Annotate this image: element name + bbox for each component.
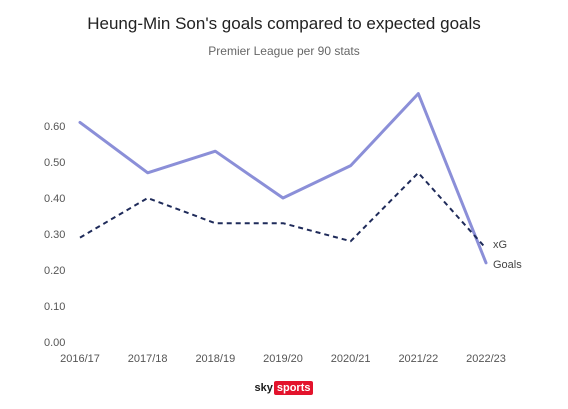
y-tick-label: 0.40 [44,193,65,205]
x-tick-label: 2022/23 [466,353,506,365]
y-tick-label: 0.10 [44,301,65,313]
chart-title: Heung-Min Son's goals compared to expect… [87,14,481,33]
x-tick-label: 2016/17 [60,353,100,365]
y-tick-label: 0.20 [44,265,65,277]
y-tick-label: 0.30 [44,229,65,241]
x-tick-label: 2018/19 [195,353,235,365]
x-tick-label: 2019/20 [263,353,303,365]
logo-sports-text: sports [273,381,314,395]
x-tick-label: 2020/21 [331,353,371,365]
series-line-goals [78,92,488,265]
chart-subtitle: Premier League per 90 stats [208,44,360,58]
logo-sky-text: sky [254,382,273,394]
x-tick-label: 2021/22 [398,353,438,365]
y-tick-label: 0.50 [44,157,65,169]
sky-sports-logo: sky sports [0,381,568,395]
series-label-goals: Goals [493,259,522,271]
series-label-xg: xG [493,239,507,251]
y-tick-label: 0.60 [44,121,65,133]
series-line-xg [79,171,487,250]
y-tick-label: 0.00 [44,337,65,349]
x-tick-label: 2017/18 [128,353,168,365]
